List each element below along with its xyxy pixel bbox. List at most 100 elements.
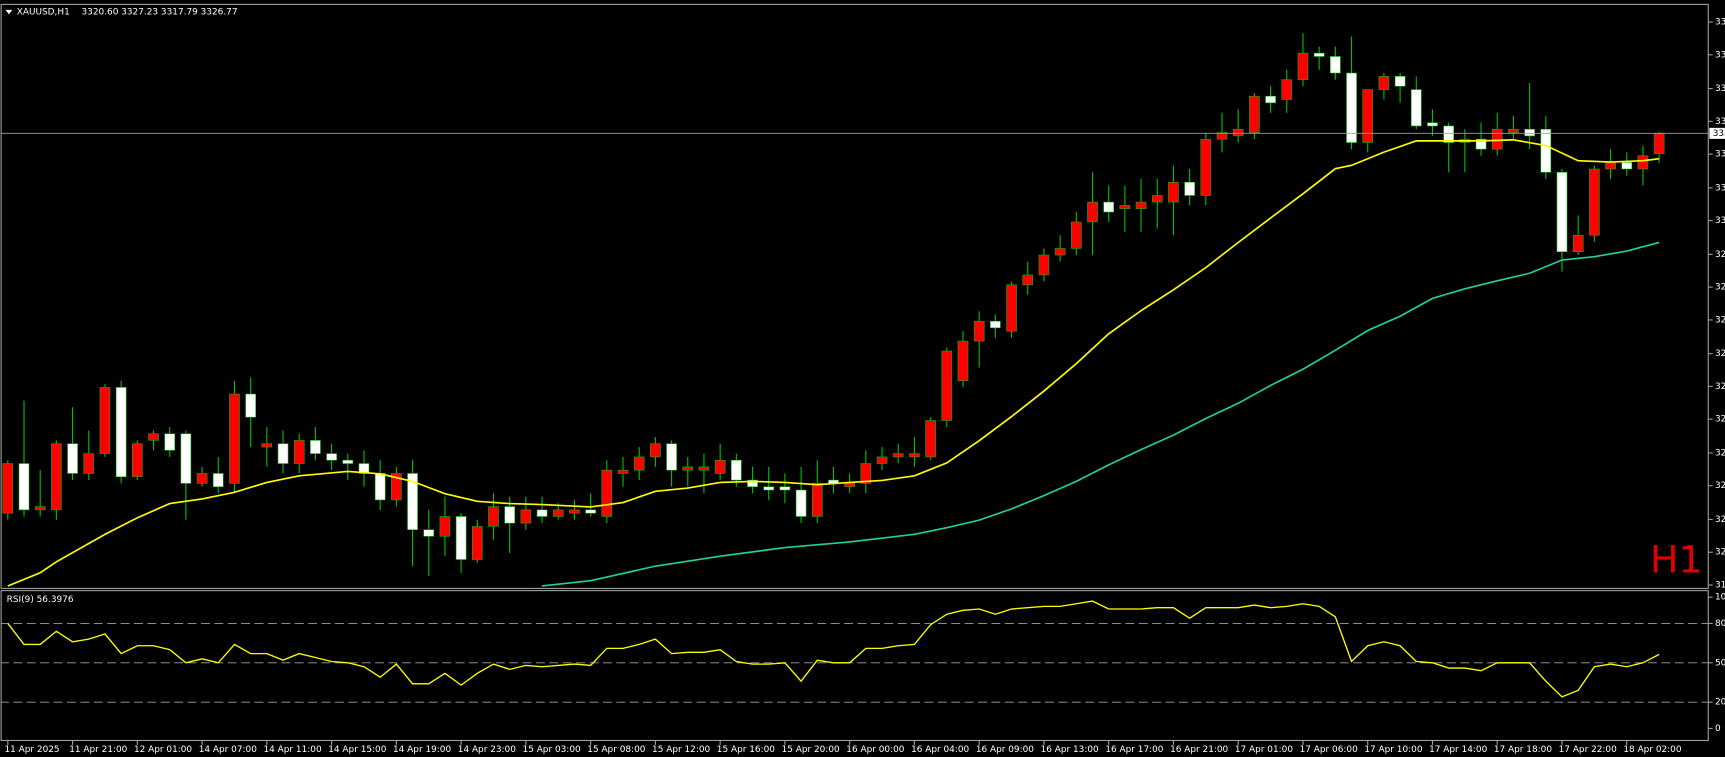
x-tick-label: 12 Apr 01:00 (134, 745, 193, 755)
last-price-label: 3326.77 (1713, 129, 1725, 139)
y-tick-label: 3280.30 (1715, 283, 1725, 293)
candle-body (99, 387, 111, 454)
candle-body (261, 443, 273, 448)
y-tick-label: 3350.50 (1715, 50, 1725, 60)
candle-body (1297, 52, 1309, 80)
x-tick-label: 17 Apr 01:00 (1235, 745, 1294, 755)
candle-body (455, 516, 467, 560)
symbol-title: XAUUSD,H1 (17, 8, 70, 18)
x-tick-label: 14 Apr 11:00 (263, 745, 322, 755)
x-tick-label: 11 Apr 2025 (4, 745, 59, 755)
x-tick-label: 16 Apr 00:00 (846, 745, 905, 755)
candle-body (1038, 254, 1050, 276)
candle-body (34, 506, 46, 511)
y-tick-label: 3220.30 (1715, 481, 1725, 491)
candle-body (957, 340, 969, 382)
candle-body (941, 350, 953, 421)
y-tick-label: 3320.50 (1715, 150, 1725, 160)
candle-body (1135, 201, 1147, 209)
candle-body (1443, 125, 1454, 143)
rsi-panel-frame (0, 590, 1709, 742)
moving-average (7, 139, 1660, 587)
x-tick-label: 15 Apr 20:00 (782, 745, 841, 755)
candle-body (1475, 138, 1487, 150)
candle-body (1022, 274, 1034, 286)
candle-body (973, 320, 985, 342)
x-tick-label: 14 Apr 15:00 (328, 745, 387, 755)
y-tick-label: 3260.20 (1715, 349, 1725, 359)
candle-body (633, 456, 645, 471)
axes: 3360.40 3350.50 3340.30 3330.40 3320.50 3310.… (4, 18, 1725, 755)
candle-body (876, 456, 888, 464)
candle-body (698, 466, 710, 471)
candle-body (407, 473, 418, 530)
candle-body (2, 463, 14, 514)
candle-body (1200, 138, 1212, 196)
candle-body (83, 453, 95, 474)
x-tick-label: 16 Apr 09:00 (976, 745, 1035, 755)
candle-body (1346, 72, 1357, 143)
y-tick-label: 3270.40 (1715, 315, 1725, 325)
rsi-y-tick-label: 50 (1715, 658, 1725, 668)
candle-body (1508, 129, 1519, 133)
rsi-y-tick-label: 20 (1715, 698, 1725, 708)
candle-body (714, 459, 726, 474)
candle-body (1621, 162, 1633, 170)
candle-body (925, 420, 936, 458)
candle-body (1313, 52, 1325, 57)
candle-body (342, 459, 354, 464)
menu-triangle (5, 9, 13, 15)
main-panel-frame (0, 3, 1709, 589)
candle-body (67, 443, 78, 474)
y-tick-label: 3330.40 (1715, 117, 1725, 127)
x-tick-label: 17 Apr 06:00 (1300, 745, 1359, 755)
candle-body (569, 509, 580, 514)
y-tick-label: 3230.20 (1715, 448, 1725, 458)
candle-body (520, 509, 532, 524)
candle-body (601, 469, 613, 517)
y-tick-label: 3210.10 (1715, 515, 1725, 525)
candle-body (439, 516, 451, 537)
x-tick-label: 15 Apr 12:00 (652, 745, 711, 755)
candle-body (1556, 172, 1568, 253)
candle-body (374, 473, 386, 501)
candle-body (488, 506, 499, 527)
candle-body (1427, 122, 1438, 127)
candle-body (310, 440, 321, 454)
candle-body (277, 443, 289, 464)
candle-body (747, 479, 758, 487)
x-tick-label: 18 Apr 02:00 (1623, 745, 1682, 755)
y-tick-label: 3340.30 (1715, 84, 1725, 94)
candle-body (682, 466, 694, 471)
candle-body (326, 453, 337, 461)
y-tick-label: 3310.30 (1715, 183, 1725, 193)
candle-body (391, 473, 402, 501)
x-tick-label: 11 Apr 21:00 (69, 745, 128, 755)
x-tick-label: 16 Apr 04:00 (911, 745, 970, 755)
candle-body (1119, 205, 1131, 209)
candle-body (196, 473, 208, 484)
candle-body (909, 453, 920, 458)
candle-body (1491, 129, 1503, 150)
x-tick-label: 14 Apr 23:00 (458, 745, 517, 755)
candle-body (1168, 181, 1179, 203)
candle-body (1249, 95, 1260, 133)
candle-body (990, 320, 1001, 329)
rsi-y-tick-label: 0 (1715, 724, 1721, 734)
candle-body (1540, 129, 1552, 173)
x-tick-label: 16 Apr 21:00 (1170, 745, 1229, 755)
candle-body (763, 486, 775, 491)
y-tick-label: 3290.20 (1715, 250, 1725, 260)
candle-body (1006, 284, 1017, 332)
candle-body (892, 453, 904, 458)
candle-body (245, 393, 256, 418)
candle-body (1637, 155, 1649, 170)
x-tick-label: 17 Apr 10:00 (1364, 745, 1423, 755)
candle-body (1071, 221, 1082, 249)
candle-body (666, 443, 677, 471)
candle-body (51, 443, 62, 511)
rsi-y-tick-label: 100 (1715, 593, 1725, 603)
rsi-title: RSI(9) 56.3976 (7, 595, 74, 605)
candle-body (132, 443, 143, 478)
candle-body (1330, 56, 1341, 74)
